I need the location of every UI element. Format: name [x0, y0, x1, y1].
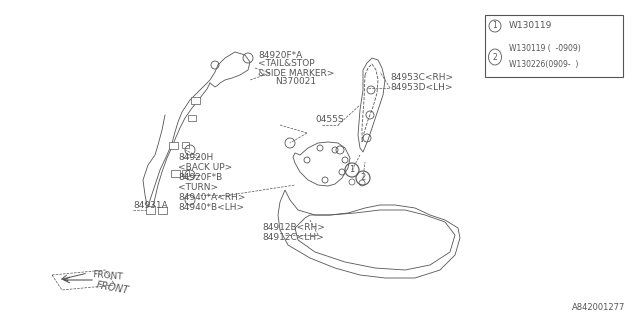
Text: 84931A: 84931A: [133, 201, 168, 210]
Text: 1: 1: [349, 165, 355, 174]
Bar: [168, 141, 177, 148]
Bar: [188, 115, 196, 121]
Bar: [157, 206, 166, 213]
Text: N370021: N370021: [275, 77, 316, 86]
Bar: [191, 97, 200, 103]
Text: 0455S: 0455S: [315, 116, 344, 124]
Text: 84940*B<LH>: 84940*B<LH>: [178, 203, 244, 212]
Bar: [170, 170, 179, 177]
Text: 84920F*B: 84920F*B: [178, 173, 222, 182]
Text: 2: 2: [360, 173, 365, 182]
Text: W130119 (  -0909): W130119 ( -0909): [509, 44, 580, 53]
Bar: [145, 206, 154, 214]
Text: A842001277: A842001277: [572, 303, 625, 312]
Text: 84912B<RH>: 84912B<RH>: [262, 223, 325, 233]
Text: FRONT: FRONT: [92, 270, 123, 282]
Text: 84920H: 84920H: [178, 154, 213, 163]
Bar: [182, 170, 189, 176]
Text: <TURN>: <TURN>: [178, 183, 218, 193]
Text: W130119: W130119: [509, 21, 552, 30]
Text: W130226(0909-  ): W130226(0909- ): [509, 60, 579, 69]
Text: 1: 1: [493, 21, 497, 30]
Text: 84912C<LH>: 84912C<LH>: [262, 234, 324, 243]
Text: 84953D<LH>: 84953D<LH>: [390, 83, 452, 92]
Text: FRONT: FRONT: [95, 280, 129, 296]
Text: 84920F*A: 84920F*A: [258, 51, 302, 60]
Text: 84940*A<RH>: 84940*A<RH>: [178, 194, 245, 203]
Text: 84953C<RH>: 84953C<RH>: [390, 74, 453, 83]
Text: <TAIL&STOP: <TAIL&STOP: [258, 60, 315, 68]
Bar: [485, 15, 623, 77]
Text: <BACK UP>: <BACK UP>: [178, 164, 232, 172]
Bar: [182, 142, 189, 148]
Text: 2: 2: [493, 52, 497, 61]
Text: &SIDE MARKER>: &SIDE MARKER>: [258, 68, 334, 77]
